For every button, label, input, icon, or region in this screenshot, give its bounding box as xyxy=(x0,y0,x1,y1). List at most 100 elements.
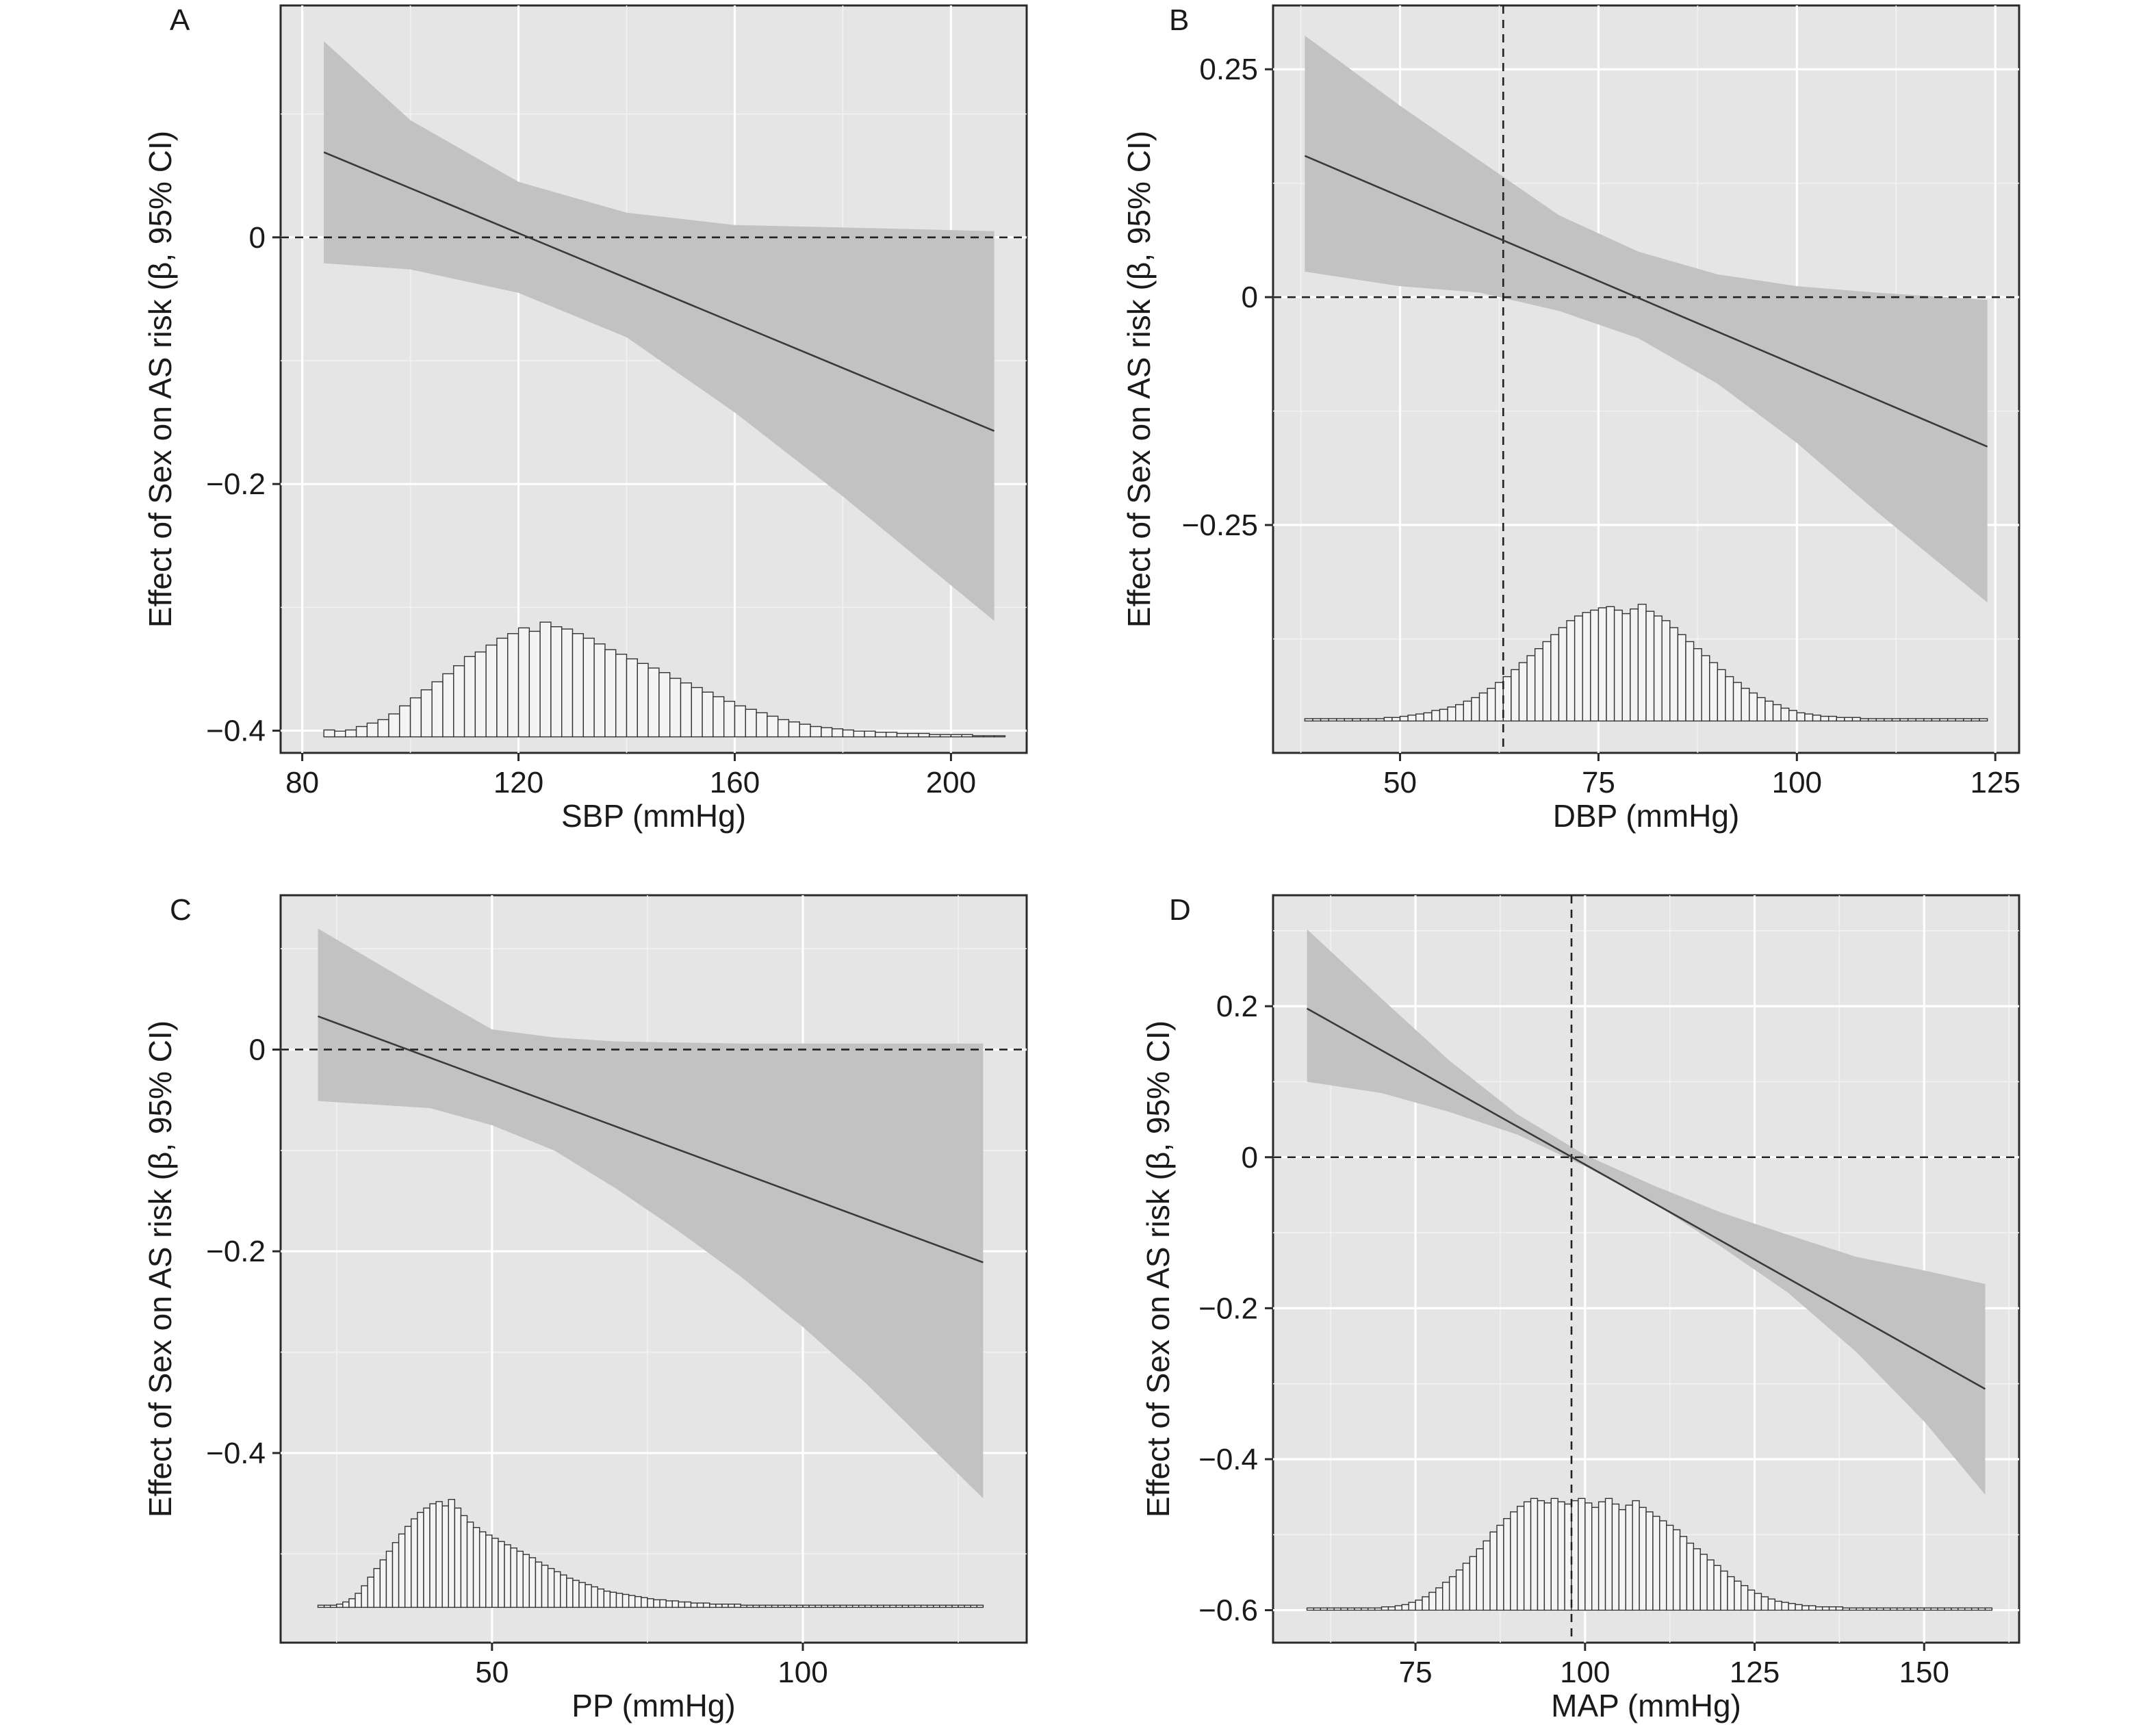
x-axis-label: MAP (mmHg) xyxy=(1551,1688,1741,1723)
histogram-bar xyxy=(561,628,574,738)
histogram-bar xyxy=(466,1522,474,1608)
histogram-bar xyxy=(454,1507,462,1608)
histogram-bar xyxy=(945,1604,953,1608)
histogram-bar xyxy=(758,1604,767,1608)
histogram-bar xyxy=(808,1604,816,1608)
histogram-bar xyxy=(1732,682,1742,722)
x-tick-label: 100 xyxy=(778,1656,827,1689)
x-axis-label: SBP (mmHg) xyxy=(561,798,746,834)
histogram-bar xyxy=(1352,718,1361,722)
histogram-bar xyxy=(547,1567,555,1608)
histogram-bar xyxy=(1774,1600,1782,1611)
histogram-bar xyxy=(1463,700,1472,722)
histogram-bar xyxy=(1717,669,1726,722)
plot-content xyxy=(281,895,1027,1643)
histogram-bar xyxy=(1860,718,1869,722)
histogram-bar xyxy=(767,715,779,738)
histogram-bar xyxy=(409,697,422,738)
histogram-bar xyxy=(926,1604,934,1608)
histogram-bar xyxy=(939,1604,947,1608)
histogram-bar xyxy=(1916,1607,1925,1611)
histogram-bar xyxy=(1693,1548,1701,1611)
histogram-bar xyxy=(896,732,908,738)
x-tick-label: 80 xyxy=(285,766,319,799)
histogram-bar xyxy=(1312,718,1322,722)
histogram-bar xyxy=(669,678,682,738)
histogram-bar xyxy=(671,1600,680,1608)
histogram-bar xyxy=(1630,608,1639,722)
histogram-bar xyxy=(1849,1607,1857,1611)
effect-line xyxy=(1306,1007,1986,1390)
histogram-bar xyxy=(392,1542,400,1608)
histogram-bar xyxy=(1836,717,1845,722)
histogram-bar xyxy=(1320,1607,1328,1611)
histogram-bar xyxy=(1727,1576,1735,1611)
histogram-bar xyxy=(929,734,941,738)
histogram-bar xyxy=(1815,1606,1823,1611)
histogram-bar xyxy=(680,682,692,738)
histogram-bar xyxy=(1435,1587,1443,1611)
histogram-bar xyxy=(858,1604,866,1608)
histogram-bar xyxy=(1439,708,1448,722)
x-tick-label: 75 xyxy=(1582,766,1615,799)
histogram-bar xyxy=(833,1604,841,1608)
histogram-bar xyxy=(883,1604,890,1608)
histogram-bar xyxy=(1944,1607,1952,1611)
histogram-bar xyxy=(691,686,703,738)
histogram-bar xyxy=(1844,717,1853,722)
histogram-bar xyxy=(1483,1540,1491,1611)
histogram-bar xyxy=(626,658,639,738)
histogram-bar xyxy=(1374,1607,1383,1611)
histogram-bar xyxy=(964,1604,971,1608)
histogram-bar xyxy=(1734,1580,1742,1611)
panel-d: D 75 100 125 150 −0.6 −0.4 −0.2 0 0.2 MAP (mmHg) Ef… xyxy=(1140,893,2020,1723)
histogram-bar xyxy=(463,656,476,738)
histogram-bar xyxy=(647,667,660,738)
histogram-bar xyxy=(1401,1604,1409,1611)
histogram-bar xyxy=(1564,1503,1572,1611)
histogram-bar xyxy=(1947,718,1956,722)
histogram-bar xyxy=(329,1604,337,1608)
plot-content xyxy=(1273,5,2019,753)
histogram-bar xyxy=(1478,692,1488,722)
histogram-bar xyxy=(1788,1603,1796,1611)
histogram-bar xyxy=(684,1601,692,1608)
y-axis-label: Effect of Sex on AS risk (β, 95% CI) xyxy=(1140,1020,1176,1517)
histogram-bar xyxy=(345,729,357,738)
histogram-bar xyxy=(1597,607,1607,722)
histogram-bar xyxy=(317,1604,325,1608)
histogram-bar xyxy=(1964,1607,1973,1611)
y-tick-label: −0.2 xyxy=(206,1235,266,1268)
histogram-bar xyxy=(1510,1511,1518,1611)
histogram-bar xyxy=(1543,1502,1552,1611)
histogram-bar xyxy=(1455,704,1464,722)
histogram-bar xyxy=(796,1604,804,1608)
histogram-bar xyxy=(1709,662,1719,722)
histogram-bar xyxy=(1669,627,1679,722)
panel-letter: A xyxy=(170,3,190,37)
histogram-bar xyxy=(1706,1559,1715,1611)
histogram-bar xyxy=(799,723,811,738)
histogram-bar xyxy=(845,1604,854,1608)
histogram-bar xyxy=(914,1604,922,1608)
histogram-bar xyxy=(566,1578,574,1608)
histogram-bar xyxy=(1713,1565,1721,1611)
histogram-bar xyxy=(1937,1607,1945,1611)
histogram-bar xyxy=(1368,718,1377,722)
histogram-bar xyxy=(474,651,487,738)
histogram-bar xyxy=(1862,1607,1871,1611)
histogram-bar xyxy=(582,637,595,738)
histogram-bar xyxy=(659,1599,667,1608)
histogram-bar xyxy=(1741,687,1750,722)
histogram-bar xyxy=(1923,1607,1932,1611)
histogram-bar xyxy=(1869,1607,1877,1611)
histogram-bar xyxy=(1883,1607,1891,1611)
histogram-bar xyxy=(1686,1542,1695,1611)
x-tick-label: 125 xyxy=(1730,1656,1780,1689)
histogram-bar xyxy=(485,1535,493,1608)
histogram-bar xyxy=(728,1603,735,1608)
histogram-bar xyxy=(1747,1589,1756,1611)
confidence-band xyxy=(324,41,994,621)
histogram-bar xyxy=(1930,1607,1938,1611)
